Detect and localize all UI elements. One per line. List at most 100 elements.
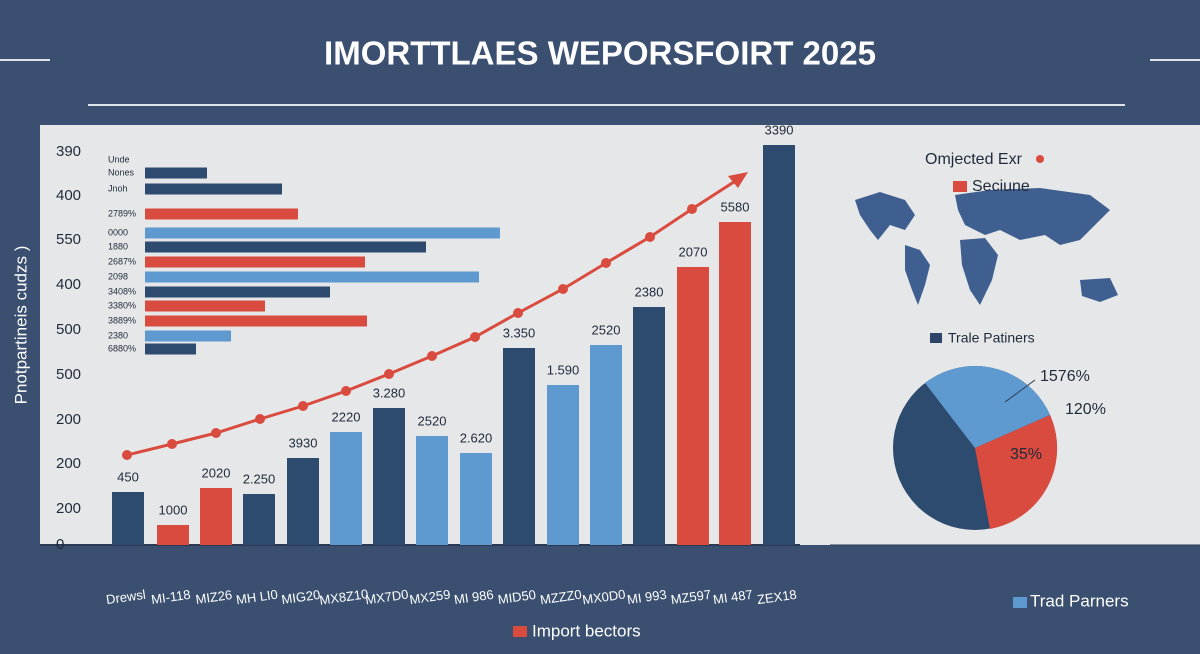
pie-label: 1576% <box>1040 368 1090 385</box>
x-label: MI 487 <box>712 587 753 607</box>
bar-label: 2520 <box>418 413 447 428</box>
y-label: 500 <box>56 366 81 383</box>
row-bar <box>145 330 231 342</box>
world-map <box>855 188 1118 305</box>
x-label: MI-118 <box>150 587 191 607</box>
bar-label: 3930 <box>289 435 318 450</box>
row-label: 3889% <box>108 315 136 325</box>
row-label: 2687% <box>108 256 136 266</box>
x-label: MH LI0 <box>235 587 279 608</box>
y-axis-title: Pnotpartineis cudzs ) <box>11 246 30 405</box>
row-label: 3408% <box>108 286 136 296</box>
legend-swatch <box>930 333 942 343</box>
bar-label: 2070 <box>679 244 708 259</box>
column <box>763 145 795 545</box>
row-bar <box>145 343 196 355</box>
column <box>719 222 751 545</box>
trend-dot <box>384 369 394 379</box>
pie <box>893 366 1058 530</box>
x-label: MX0D0 <box>581 587 626 608</box>
trend-dot <box>298 401 308 411</box>
bar-label: 2.250 <box>243 471 276 486</box>
pie-label: 35% <box>1010 446 1042 463</box>
column <box>373 408 405 545</box>
row-bar <box>145 286 330 298</box>
row-label: 0000 <box>108 227 128 237</box>
column <box>460 453 492 545</box>
bar-label: 2520 <box>592 322 621 337</box>
bar-label: 3390 <box>765 122 794 137</box>
x-label: MZZZ0 <box>539 587 583 608</box>
x-label: MIZ26 <box>195 587 234 607</box>
x-label: MX259 <box>408 587 451 608</box>
row-label: 2789% <box>108 208 136 218</box>
y-label: 200 <box>56 500 81 517</box>
trend-dot <box>122 450 132 460</box>
x-label: MID50 <box>497 587 537 607</box>
legend-swatch <box>513 626 527 637</box>
y-label: 200 <box>56 455 81 472</box>
row-bar <box>145 183 282 195</box>
column <box>633 307 665 545</box>
legend-swatch <box>1013 597 1027 608</box>
pie-label: 120% <box>1065 401 1106 418</box>
column <box>547 385 579 545</box>
y-label: 400 <box>56 187 81 204</box>
y-label: 400 <box>56 276 81 293</box>
legend-swatch <box>953 181 967 192</box>
row-label: 2098 <box>108 271 128 281</box>
bar-label: 3.280 <box>373 385 406 400</box>
row-label: 2380 <box>108 330 128 340</box>
y-label: 550 <box>56 231 81 248</box>
bar-label: 2.620 <box>460 430 493 445</box>
x-label: MX7D0 <box>364 587 409 608</box>
bar-label: 2020 <box>202 465 231 480</box>
y-label: 390 <box>56 143 81 160</box>
bar-label: 5580 <box>721 199 750 214</box>
x-label: MIG20 <box>280 587 321 607</box>
bar-label: 450 <box>117 469 139 484</box>
legend-label: Trad Parners <box>1030 591 1129 610</box>
column <box>590 345 622 545</box>
bar-label: 1000 <box>159 502 188 517</box>
trend-dot <box>255 414 265 424</box>
bar-label: 2380 <box>635 284 664 299</box>
bar-label: 2220 <box>332 409 361 424</box>
bar-label: 3.350 <box>503 325 536 340</box>
trend-dot <box>645 232 655 242</box>
legend-dot <box>1036 155 1044 163</box>
y-label: 200 <box>56 411 81 428</box>
trend-dot <box>513 308 523 318</box>
trend-dot <box>167 439 177 449</box>
x-label: ZEX18 <box>756 587 797 607</box>
row-label: Unde <box>108 154 130 164</box>
trend-dot <box>470 332 480 342</box>
row-bar <box>145 271 479 283</box>
row-bar <box>145 300 265 312</box>
x-label: MI 993 <box>626 587 667 607</box>
row-bar <box>145 256 365 268</box>
column <box>112 492 144 545</box>
row-label: Nones <box>108 167 135 177</box>
pie-title: Trale Patiners <box>948 330 1035 346</box>
trend-dot <box>558 284 568 294</box>
column <box>330 432 362 545</box>
trend-dot <box>427 351 437 361</box>
row-label: 1880 <box>108 241 128 251</box>
legend-label: Omjected Exr <box>925 151 1023 168</box>
x-label: MI 986 <box>453 587 494 607</box>
column <box>200 488 232 545</box>
row-bar <box>145 315 367 327</box>
legend-label: Import bectors <box>532 621 641 640</box>
column <box>287 458 319 545</box>
legend-label: Seciune <box>972 178 1030 195</box>
row-label: 6880% <box>108 343 136 353</box>
column <box>243 494 275 545</box>
row-label: 3380% <box>108 300 136 310</box>
x-label: Drewsl <box>105 587 147 607</box>
row-label: Jnoh <box>108 183 128 193</box>
row-bar <box>145 208 298 220</box>
column <box>416 436 448 545</box>
